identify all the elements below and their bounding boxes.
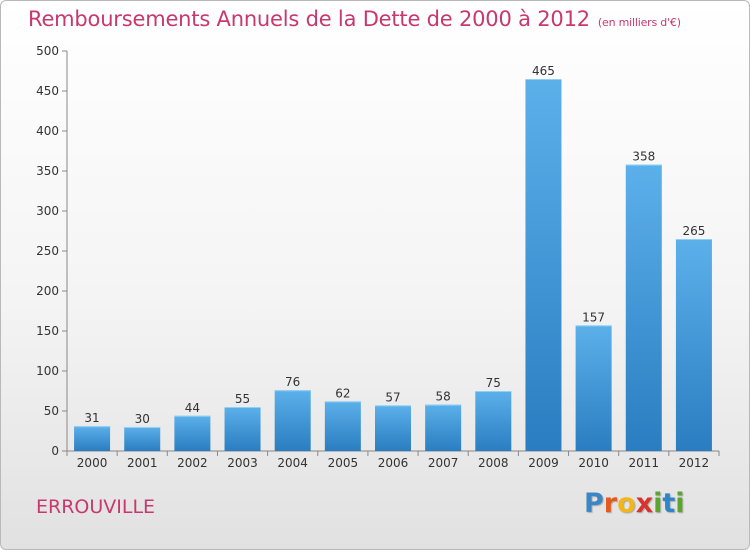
logo-letter: t [662, 488, 676, 519]
logo-letter: r [603, 488, 618, 519]
logo-letter: x [635, 488, 654, 519]
data-label: 358 [632, 150, 655, 164]
data-label: 157 [582, 310, 605, 324]
chart-title-text: Remboursements Annuels de la Dette de 20… [28, 7, 590, 31]
bar [224, 407, 261, 451]
y-tick-label: 350 [36, 164, 59, 178]
data-label: 465 [532, 64, 555, 78]
bar [625, 164, 662, 451]
x-tick-label: 2002 [177, 456, 208, 470]
x-tick-label: 2001 [127, 456, 158, 470]
data-label: 58 [436, 390, 451, 404]
data-label: 55 [235, 392, 250, 406]
x-tick-label: 2012 [679, 456, 710, 470]
chart-subtitle: (en milliers d'€) [597, 16, 681, 29]
y-tick-label: 100 [36, 364, 59, 378]
y-tick-label: 400 [36, 124, 59, 138]
data-label: 31 [84, 411, 99, 425]
y-tick-label: 300 [36, 204, 59, 218]
bar [475, 391, 512, 451]
x-tick-label: 2008 [478, 456, 509, 470]
x-tick-label: 2011 [628, 456, 659, 470]
bar [174, 415, 211, 451]
bar [675, 239, 712, 451]
data-label: 57 [385, 390, 400, 404]
logo-letter: i [675, 488, 685, 519]
logo-letter: P [584, 488, 604, 519]
chart-title: Remboursements Annuels de la Dette de 20… [28, 7, 681, 31]
data-label: 30 [135, 412, 150, 426]
data-label: 76 [285, 375, 300, 389]
x-tick-label: 2000 [77, 456, 108, 470]
bar [274, 390, 311, 451]
data-label: 44 [185, 401, 200, 415]
x-tick-label: 2009 [528, 456, 559, 470]
commune-name: ERROUVILLE [36, 496, 156, 518]
data-label: 265 [682, 224, 705, 238]
bar [324, 401, 361, 451]
x-tick-label: 2004 [277, 456, 308, 470]
logo-letter: i [653, 488, 663, 519]
x-tick-label: 2003 [227, 456, 258, 470]
data-label: 75 [486, 376, 501, 390]
y-tick-label: 250 [36, 244, 59, 258]
y-tick-label: 500 [36, 44, 59, 58]
x-tick-label: 2005 [328, 456, 359, 470]
x-tick-label: 2007 [428, 456, 459, 470]
x-tick-label: 2006 [378, 456, 409, 470]
bar [375, 405, 411, 451]
bar [74, 426, 111, 451]
bar [124, 427, 161, 451]
y-tick-label: 450 [36, 84, 59, 98]
bar [575, 325, 612, 451]
bar [425, 404, 462, 451]
y-tick-label: 200 [36, 284, 59, 298]
bar [525, 79, 562, 451]
x-tick-label: 2010 [578, 456, 609, 470]
logo-letter: o [617, 488, 636, 519]
y-tick-label: 0 [51, 444, 59, 458]
y-tick-label: 150 [36, 324, 59, 338]
proxiti-logo: Proxiti [584, 488, 685, 519]
y-tick-label: 50 [44, 404, 59, 418]
data-label: 62 [335, 386, 350, 400]
